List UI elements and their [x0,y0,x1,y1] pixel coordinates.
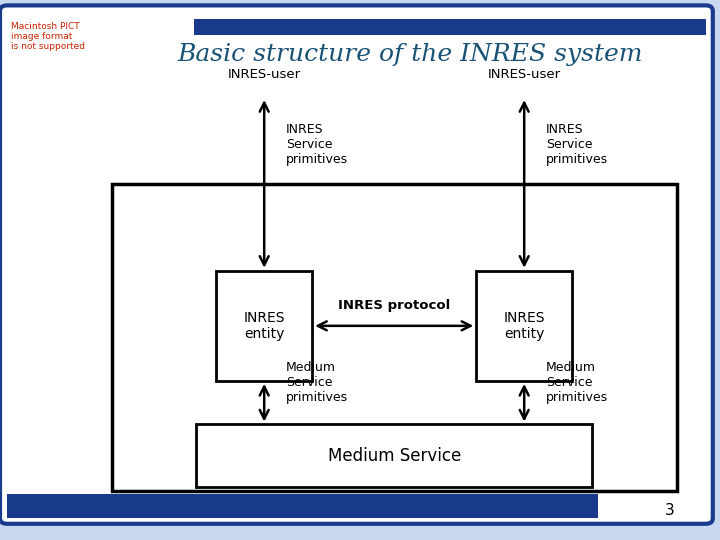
Text: INRES
entity: INRES entity [503,310,545,341]
Bar [194,19,706,35]
Text: INRES
Service
primitives: INRES Service primitives [286,123,348,166]
Bar [112,184,677,491]
Text: INRES
entity: INRES entity [243,310,285,341]
Text: INRES
Service
primitives: INRES Service primitives [546,123,608,166]
Bar [476,271,572,381]
Text: INRES protocol: INRES protocol [338,299,450,312]
FancyBboxPatch shape [0,5,713,524]
Text: Medium
Service
primitives: Medium Service primitives [546,361,608,404]
Bar [216,271,312,381]
Bar [197,424,592,488]
Text: INRES-user: INRES-user [228,69,301,82]
Text: Macintosh PICT
image format
is not supported: Macintosh PICT image format is not suppo… [11,22,85,51]
Bar [7,494,598,518]
Text: Basic structure of the INRES system: Basic structure of the INRES system [178,43,643,65]
Text: 3: 3 [665,503,675,518]
Text: Medium
Service
primitives: Medium Service primitives [286,361,348,404]
Text: Medium Service: Medium Service [328,447,461,465]
Text: INRES-user: INRES-user [487,69,561,82]
